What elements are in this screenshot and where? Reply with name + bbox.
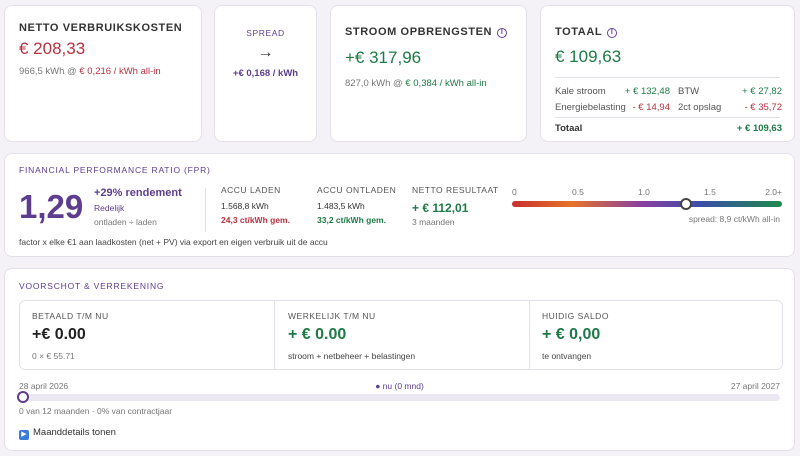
divider <box>274 301 275 369</box>
accu-laden-kwh: 1.568,8 kWh <box>221 201 269 211</box>
accu-laden-rate: 24,3 ct/kWh gem. <box>221 215 290 225</box>
total-sum-value: + € 109,63 <box>736 123 782 134</box>
total-value: € 109,63 <box>555 47 622 66</box>
spread-card: SPREAD → +€ 0,168 / kWh <box>214 5 317 142</box>
fpr-spread-note: spread: 8,9 ct/kWh all-in <box>688 214 780 224</box>
info-icon[interactable]: i <box>497 28 508 38</box>
accu-ontladen-label: ACCU ONTLADEN <box>317 185 397 195</box>
scale-tick-label: 1.5 <box>704 187 716 197</box>
fpr-card: FINANCIAL PERFORMANCE RATIO (FPR) 1,29 +… <box>4 153 795 257</box>
breakdown-value: + € 27,82 <box>742 86 782 97</box>
scale-tick-label: 2.0+ <box>765 187 782 197</box>
netto-resultaat-period: 3 maanden <box>412 217 455 227</box>
total-sum-label: Totaal <box>555 123 583 134</box>
voorschot-card: VOORSCHOT & VERREKENING BETAALD T/M NU +… <box>4 268 795 451</box>
month-details-toggle[interactable]: ▶ Maanddetails tonen <box>19 427 116 440</box>
netto-costs-title: NETTO VERBRUIKSKOSTEN <box>19 22 183 34</box>
fpr-rendement: +29% rendement <box>94 187 182 199</box>
breakdown-label: BTW <box>678 86 700 97</box>
total-title-text: TOTAAL <box>555 26 603 38</box>
saldo-value: + € 0,00 <box>542 326 601 343</box>
timeline-start-date: 28 april 2026 <box>19 381 69 391</box>
betaald-sub: 0 × € 55.71 <box>32 351 75 361</box>
revenue-rate: € 0,384 / kWh all-in <box>405 78 487 89</box>
breakdown-label: 2ct opslag <box>678 102 722 113</box>
netto-costs-card: NETTO VERBRUIKSKOSTEN € 208,33 966,5 kWh… <box>4 5 202 142</box>
scale-tick-label: 1.0 <box>638 187 650 197</box>
divider <box>529 301 530 369</box>
total-card: TOTAAL i € 109,63 Kale stroom + € 132,48 … <box>540 5 795 142</box>
netto-costs-detail: 966,5 kWh @ € 0,216 / kWh all-in <box>19 66 161 77</box>
breakdown-label: Energiebelasting <box>555 102 626 113</box>
netto-costs-value: € 208,33 <box>19 39 86 58</box>
netto-rate: € 0,216 / kWh all-in <box>79 66 161 77</box>
breakdown-label: Kale stroom <box>555 86 606 97</box>
info-icon[interactable]: i <box>607 28 618 38</box>
saldo-sub: te ontvangen <box>542 351 592 361</box>
werkelijk-value: + € 0.00 <box>288 326 347 343</box>
divider <box>555 77 780 78</box>
betaald-label: BETAALD T/M NU <box>32 311 109 321</box>
arrow-right-icon: → <box>257 44 274 61</box>
fpr-marker <box>680 198 693 210</box>
fpr-formula: ontladen ÷ laden <box>94 217 157 227</box>
total-title: TOTAAL i <box>555 26 618 38</box>
scale-tick-label: 0.5 <box>572 187 584 197</box>
fpr-footnote: factor x elke €1 aan laadkosten (net + P… <box>19 237 328 247</box>
month-details-label: Maanddetails tonen <box>33 427 116 438</box>
betaald-value: +€ 0.00 <box>32 326 86 343</box>
revenue-title: STROOM OPBRENGSTEN i <box>345 26 508 38</box>
netto-kwh: 966,5 kWh @ <box>19 66 77 77</box>
timeline-now-label: ● nu (0 mnd) <box>375 381 424 391</box>
divider <box>205 188 206 232</box>
fpr-ratio: 1,29 <box>19 188 84 225</box>
accu-ontladen-kwh: 1.483,5 kWh <box>317 201 365 211</box>
fpr-title: FINANCIAL PERFORMANCE RATIO (FPR) <box>19 165 211 175</box>
timeline-end-date: 27 april 2027 <box>730 381 780 391</box>
breakdown-value: - € 14,94 <box>632 102 671 113</box>
netto-resultaat-value: + € 112,01 <box>412 201 469 215</box>
saldo-label: HUIDIG SALDO <box>542 311 609 321</box>
revenue-title-text: STROOM OPBRENGSTEN <box>345 26 493 38</box>
revenue-card: STROOM OPBRENGSTEN i +€ 317,96 827,0 kWh … <box>330 5 527 142</box>
play-icon: ▶ <box>19 430 29 440</box>
accu-laden-label: ACCU LADEN <box>221 185 281 195</box>
breakdown-value: + € 132,48 <box>624 86 670 97</box>
timeline-progress-text: 0 van 12 maanden · 0% van contractjaar <box>19 406 173 416</box>
divider <box>555 117 780 118</box>
werkelijk-sub: stroom + netbeheer + belastingen <box>288 351 416 361</box>
revenue-kwh: 827,0 kWh @ <box>345 78 403 89</box>
settlement-panel: BETAALD T/M NU +€ 0.00 0 × € 55.71 WERKE… <box>19 300 783 370</box>
fpr-scale: 0 0.5 1.0 1.5 2.0+ <box>512 187 782 227</box>
werkelijk-label: WERKELIJK T/M NU <box>288 311 376 321</box>
fpr-gradient-bar <box>512 201 782 207</box>
fpr-rating: Redelijk <box>94 203 125 213</box>
revenue-detail: 827,0 kWh @ € 0,384 / kWh all-in <box>345 78 487 89</box>
revenue-value: +€ 317,96 <box>345 48 422 67</box>
accu-ontladen-rate: 33,2 ct/kWh gem. <box>317 215 386 225</box>
spread-value: +€ 0,168 / kWh <box>232 68 299 79</box>
timeline-track <box>17 391 780 403</box>
scale-tick-label: 0 <box>512 187 517 197</box>
timeline-handle <box>17 391 29 403</box>
netto-resultaat-label: NETTO RESULTAAT <box>412 185 499 195</box>
voorschot-title: VOORSCHOT & VERREKENING <box>19 281 165 291</box>
spread-title: SPREAD <box>246 28 285 38</box>
breakdown-value: - € 35,72 <box>744 102 783 113</box>
